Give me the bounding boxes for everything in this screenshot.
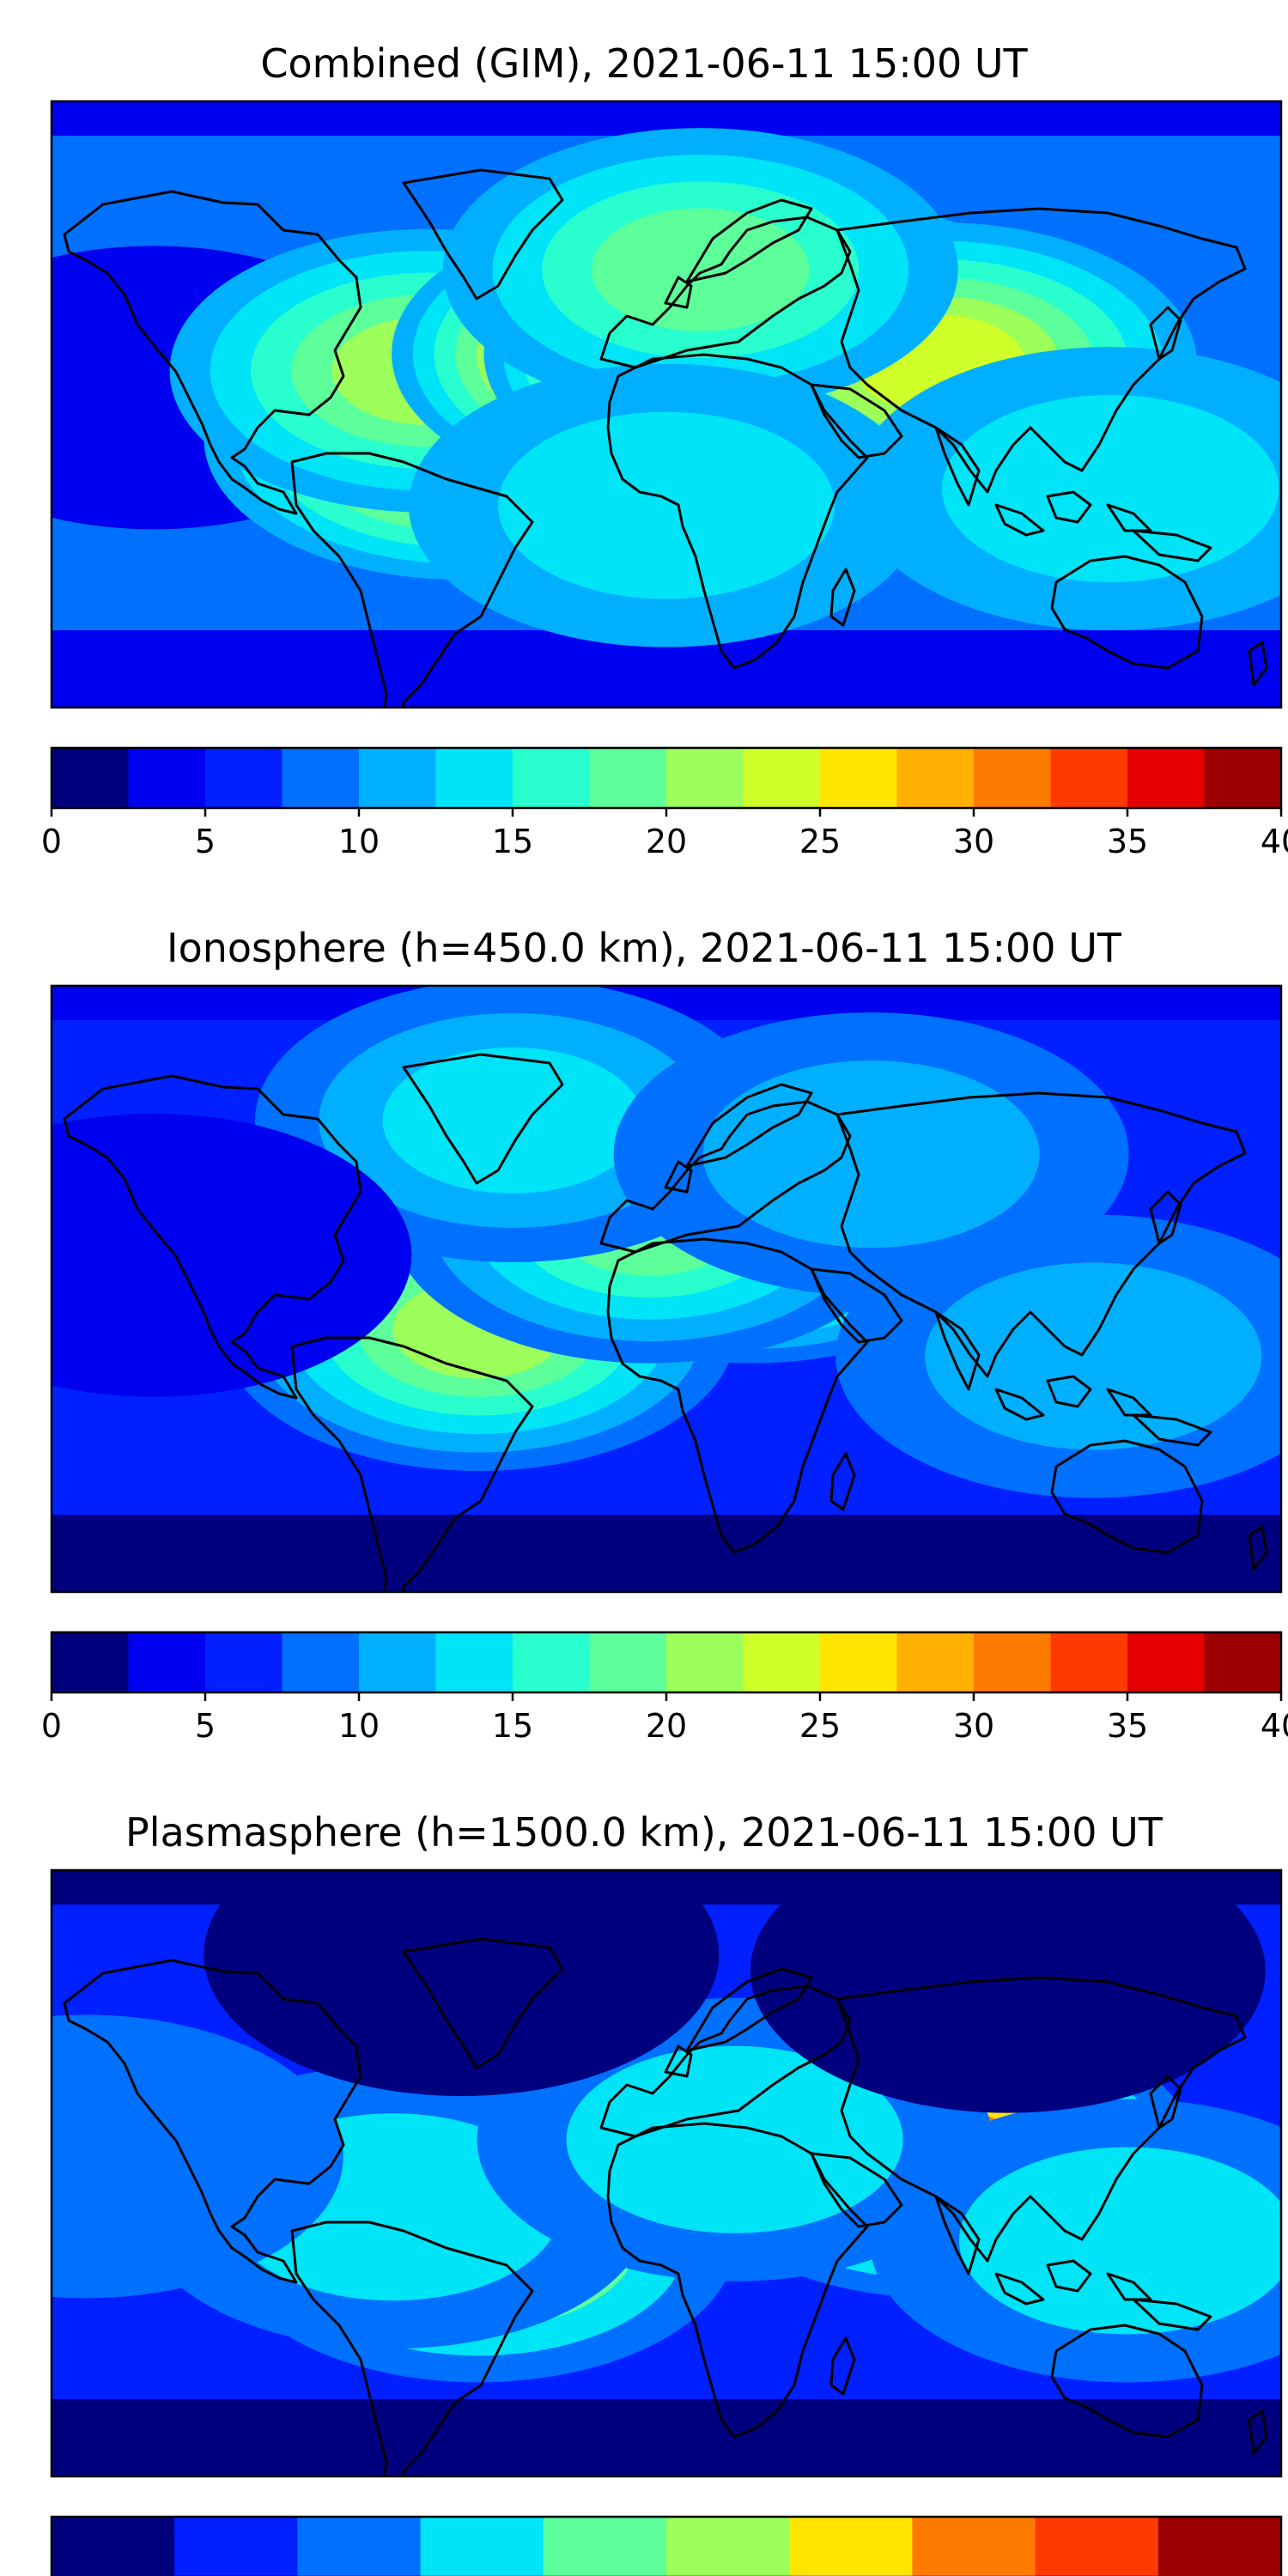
- colorbar-segment: [743, 1632, 821, 1692]
- contour-level: [702, 1060, 1040, 1249]
- hotspot: [52, 1113, 412, 1397]
- tec-map: [52, 1870, 1281, 2476]
- colorbar-segment: [1050, 1632, 1128, 1692]
- colorbar-segment: [1204, 1632, 1282, 1692]
- panel-title: Plasmasphere (h=1500.0 km), 2021-06-11 1…: [125, 1809, 1163, 1856]
- colorbar: 0 5 10 15 20 25 30 35 40: [41, 1631, 1288, 1745]
- colorbar-tick-label: 30: [953, 1707, 994, 1745]
- colorbar-segment: [359, 1632, 436, 1692]
- contour-level: [498, 411, 835, 599]
- colorbar-tick-label: 0: [41, 823, 62, 860]
- tec-map: [52, 986, 1281, 1592]
- colorbar-segment: [896, 748, 975, 808]
- colorbar-segment: [666, 1632, 744, 1692]
- hotspot: [750, 1870, 1266, 2113]
- colorbar-segment: [666, 748, 744, 808]
- contour-level: [925, 1262, 1262, 1450]
- colorbar-segment: [543, 2517, 667, 2576]
- colorbar-segment: [205, 1632, 283, 1692]
- colorbar-segment: [435, 748, 513, 808]
- colorbar-segment: [52, 748, 129, 808]
- colorbar-segment: [974, 748, 1051, 808]
- polar-band-south: [52, 2399, 1281, 2476]
- colorbar-segment: [282, 748, 360, 808]
- colorbar-tick-label: 15: [492, 1707, 533, 1745]
- colorbar-tick-label: 25: [799, 1707, 841, 1745]
- colorbar-tick-label: 5: [195, 823, 216, 860]
- contour-level: [52, 2014, 343, 2299]
- colorbar-tick-label: 35: [1107, 823, 1148, 860]
- contour-level: [382, 1047, 643, 1194]
- colorbar-segment: [174, 2517, 298, 2576]
- hotspot: [870, 2099, 1281, 2383]
- colorbar-tick-label: 30: [953, 823, 994, 860]
- colorbar-tick-label: 10: [338, 1707, 380, 1745]
- colorbar-segment: [743, 748, 821, 808]
- colorbar-segment: [1157, 2517, 1282, 2576]
- colorbar-segment: [789, 2517, 913, 2576]
- colorbar-tick-label: 0: [41, 1707, 62, 1745]
- colorbar-tick-label: 15: [492, 823, 533, 860]
- map-frame: [50, 984, 1283, 1594]
- hotspot: [442, 128, 958, 412]
- colorbar-segment: [820, 748, 897, 808]
- colorbar-frame: [50, 2515, 1283, 2576]
- colorbar-tick-label: 35: [1107, 1707, 1148, 1745]
- colorbar-segment: [666, 2517, 790, 2576]
- colorbar-segment: [1035, 2517, 1159, 2576]
- colorbar-segment: [359, 748, 436, 808]
- colorbar: 0 5 10 15 20 25 30 35 40: [41, 746, 1288, 860]
- panel-title: Ionosphere (h=450.0 km), 2021-06-11 15:0…: [167, 925, 1122, 971]
- colorbar-segment: [589, 748, 667, 808]
- colorbar-tick-label: 10: [338, 823, 380, 860]
- colorbar-segment: [205, 748, 283, 808]
- contour-level: [52, 1113, 412, 1397]
- colorbar-segment: [282, 1632, 360, 1692]
- contour-level: [960, 1941, 1055, 2002]
- hotspot: [835, 1214, 1281, 1498]
- contour-level: [592, 208, 810, 331]
- colorbar-segment: [589, 1632, 667, 1692]
- colorbar-segment: [912, 2517, 1036, 2576]
- colorbar-tick-label: 40: [1261, 1707, 1288, 1745]
- colorbar-segment: [52, 2517, 175, 2576]
- colorbar-segment: [1204, 748, 1282, 808]
- colorbar-segment: [1127, 748, 1205, 808]
- colorbar-segment: [513, 748, 590, 808]
- colorbar-segment: [820, 1632, 897, 1692]
- colorbar-segment: [974, 1632, 1051, 1692]
- colorbar-tick-label: 5: [195, 1707, 216, 1745]
- tec-map: [52, 101, 1281, 708]
- colorbar-segment: [52, 1632, 129, 1692]
- colorbar-tick-label: 25: [799, 823, 841, 860]
- colorbar-segment: [128, 748, 206, 808]
- colorbar-segment: [128, 1632, 206, 1692]
- colorbar-tick-label: 20: [646, 823, 687, 860]
- colorbar-tick-label: 40: [1261, 823, 1288, 860]
- contour-level: [959, 2147, 1281, 2335]
- hotspot: [52, 2014, 343, 2299]
- colorbar-segment: [896, 1632, 975, 1692]
- hotspot: [409, 363, 924, 647]
- polar-band-south: [52, 1515, 1281, 1592]
- colorbar-tick-label: 20: [646, 1707, 687, 1745]
- colorbar-segment: [420, 2517, 544, 2576]
- colorbar-segment: [297, 2517, 422, 2576]
- colorbar-segment: [435, 1632, 513, 1692]
- contour-level: [414, 1924, 509, 1985]
- panel-title: Combined (GIM), 2021-06-11 15:00 UT: [260, 40, 1028, 87]
- colorbar-segment: [513, 1632, 590, 1692]
- colorbar-segment: [1050, 748, 1128, 808]
- map-frame: [50, 1868, 1283, 2478]
- colorbar-segment: [1127, 1632, 1205, 1692]
- contour-level: [106, 1224, 202, 1285]
- map-frame: [50, 100, 1283, 709]
